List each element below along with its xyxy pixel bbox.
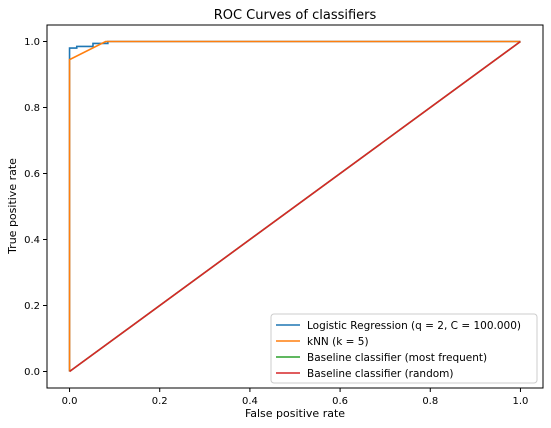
legend-label-4: Baseline classifier (random) [307, 368, 453, 380]
series-line-2 [68, 40, 521, 372]
legend: Logistic Regression (q = 2, C = 100.000)… [270, 313, 538, 384]
y-tick-label: 0.8 [24, 103, 40, 114]
y-tick-label: 1.0 [24, 37, 40, 48]
x-axis-label: False positive rate [245, 407, 345, 420]
legend-box [270, 313, 538, 384]
x-tick-label: 0.0 [62, 396, 78, 407]
series-line-4 [69, 40, 521, 373]
legend-label-1: Logistic Regression (q = 2, C = 100.000) [307, 320, 521, 332]
y-axis-label: True positive rate [6, 158, 19, 255]
y-tick-label: 0.0 [24, 367, 40, 378]
x-tick-label: 0.4 [242, 396, 258, 407]
plot-frame [46, 24, 544, 389]
x-tick-label: 0.2 [152, 396, 168, 407]
y-axis: 0.0 0.2 0.4 0.6 0.8 1.0 [24, 37, 47, 378]
y-tick-label: 0.2 [24, 301, 40, 312]
legend-label-3: Baseline classifier (most frequent) [307, 352, 487, 364]
x-tick-label: 1.0 [513, 396, 529, 407]
y-tick-label: 0.6 [24, 169, 40, 180]
x-axis: 0.0 0.2 0.4 0.6 0.8 1.0 [62, 388, 529, 407]
chart-title: ROC Curves of classifiers [214, 8, 377, 23]
y-tick-label: 0.4 [24, 235, 40, 246]
x-tick-label: 0.6 [332, 396, 348, 407]
legend-label-2: kNN (k = 5) [307, 336, 369, 348]
x-tick-label: 0.8 [422, 396, 438, 407]
series-layer [68, 40, 521, 373]
